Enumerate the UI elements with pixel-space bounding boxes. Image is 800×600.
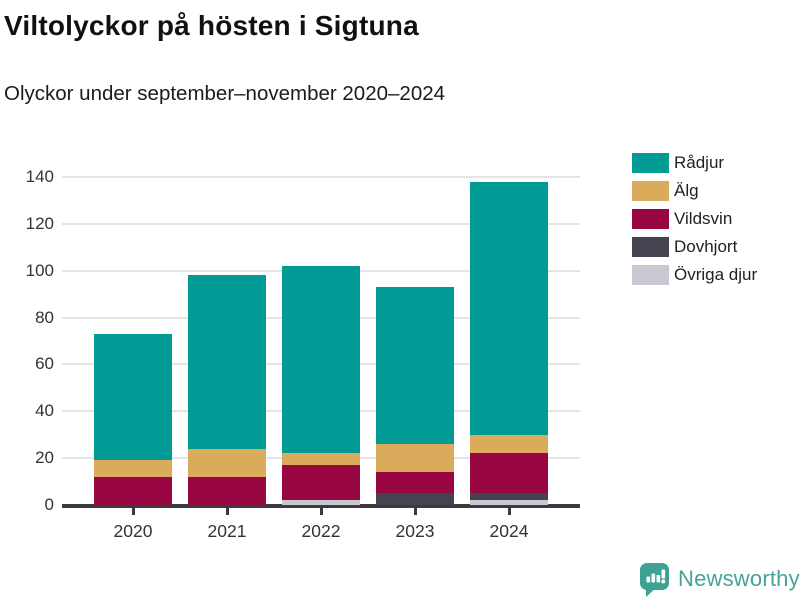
bar-segment-2023	[376, 472, 454, 494]
legend-swatch-icon	[632, 265, 669, 285]
legend-label: Dovhjort	[674, 237, 738, 256]
gridline	[62, 222, 580, 225]
brand-footer: Newsworthy	[638, 562, 800, 598]
x-axis-tick-label: 2024	[489, 521, 529, 541]
y-axis-tick-label: 120	[25, 213, 54, 233]
y-axis-tick-label: 80	[35, 307, 54, 327]
bar-segment-2021	[188, 448, 266, 477]
x-axis-tick	[319, 508, 323, 515]
y-axis-tick-label: 20	[35, 448, 54, 468]
bar-segment-2022	[282, 465, 360, 501]
x-axis-tick	[131, 508, 135, 515]
x-axis-line	[62, 504, 580, 508]
bar-segment-2020	[94, 476, 172, 505]
x-axis-tick	[413, 508, 417, 515]
legend-swatch-icon	[632, 209, 669, 229]
legend-swatch-icon	[632, 181, 669, 201]
y-axis-tick-label: 140	[25, 167, 54, 186]
legend-label: Övriga djur	[674, 265, 758, 284]
legend-swatch-icon	[632, 237, 669, 257]
bar-segment-2021	[188, 275, 266, 449]
bar-segment-2021	[188, 476, 266, 505]
bar-segment-2022	[282, 266, 360, 454]
bar-segment-2024	[470, 434, 548, 454]
x-axis-tick-label: 2022	[301, 521, 341, 541]
brand-name: Newsworthy	[678, 566, 800, 591]
legend-swatch-icon	[632, 153, 669, 173]
bar-segment-2023	[376, 287, 454, 445]
bar-segment-2022	[282, 453, 360, 466]
bar-segment-2022	[282, 500, 360, 505]
bar-segment-2023	[376, 444, 454, 473]
bar-segment-2024	[470, 493, 548, 501]
bar-segment-2020	[94, 333, 172, 461]
legend-label: Älg	[674, 181, 699, 200]
x-axis-tick-label: 2020	[113, 521, 153, 541]
y-axis-tick-label: 40	[35, 401, 54, 421]
x-axis-tick	[507, 508, 511, 515]
chart-title: Viltolyckor på hösten i Sigtuna	[4, 10, 419, 41]
y-axis-tick-label: 60	[35, 354, 54, 374]
y-axis-tick-label: 0	[44, 495, 54, 514]
bar-segment-2023	[376, 493, 454, 505]
chart-subtitle: Olyckor under september–november 2020–20…	[4, 82, 446, 105]
bar-segment-2024	[470, 453, 548, 494]
bar-segment-2024	[470, 181, 548, 435]
x-axis-tick	[225, 508, 229, 515]
legend-label: Rådjur	[674, 153, 725, 172]
bar-segment-2024	[470, 500, 548, 505]
y-axis-tick-label: 100	[25, 260, 54, 280]
x-axis-tick-label: 2021	[207, 521, 247, 541]
newsworthy-logo-icon	[640, 563, 669, 597]
bar-segment-2020	[94, 460, 172, 477]
gridline	[62, 176, 580, 178]
legend-label: Vildsvin	[674, 209, 733, 228]
x-axis-tick-label: 2023	[395, 521, 435, 541]
